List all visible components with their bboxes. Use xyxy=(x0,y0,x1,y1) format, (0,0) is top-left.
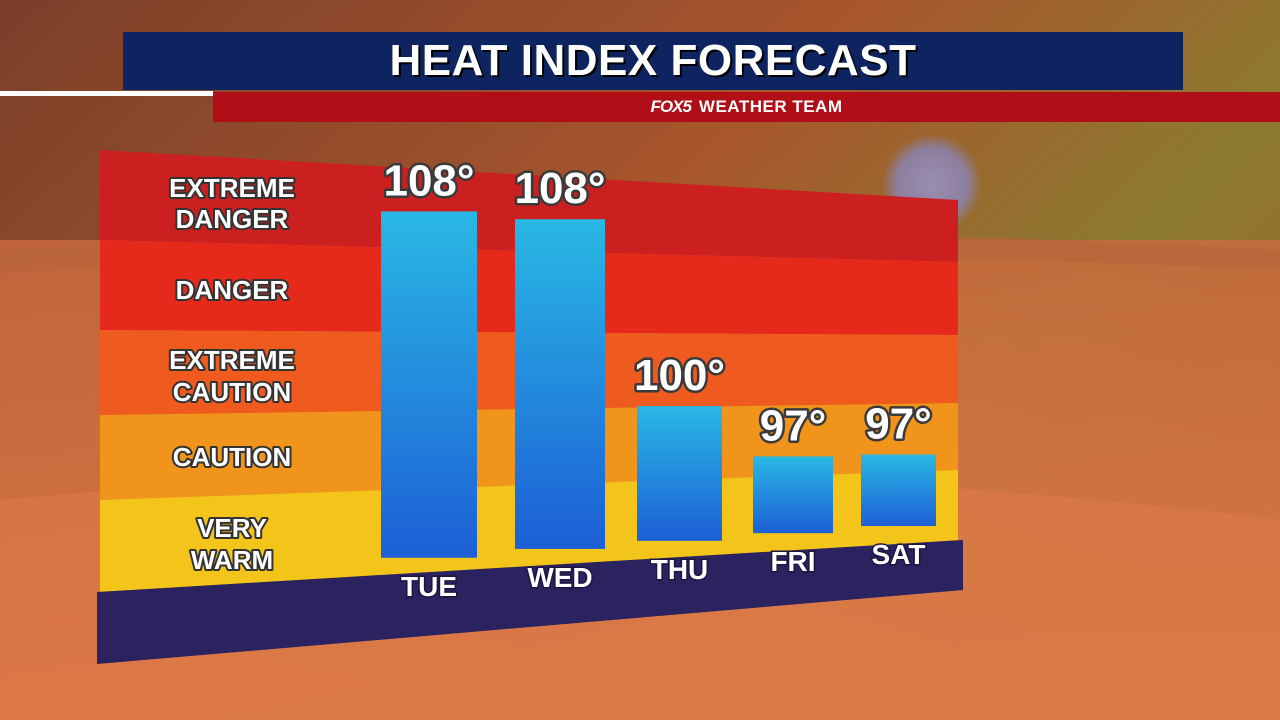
category-label-tue: TUE xyxy=(401,571,457,602)
risk-zone-labels: EXTREMEDANGERDANGEREXTREMECAUTIONCAUTION… xyxy=(167,171,297,577)
category-label-fri: FRI xyxy=(770,546,815,577)
bar-sat xyxy=(861,454,936,527)
category-label-wed: WED xyxy=(527,562,592,593)
zone-label-3-0: CAUTION xyxy=(173,442,291,472)
zone-label-4-0: VERY xyxy=(197,513,267,543)
fox5-logo: FOX5 xyxy=(650,97,692,116)
bar-wed xyxy=(515,219,605,549)
title-banner: HEAT INDEX FORECAST xyxy=(123,32,1183,90)
value-label-thu: 100° xyxy=(634,351,725,400)
value-label-tue: 108° xyxy=(383,156,474,205)
bar-thu xyxy=(637,406,722,541)
value-label-sat: 97° xyxy=(865,400,932,449)
zone-label-2-1: CAUTION xyxy=(173,377,291,407)
value-label-fri: 97° xyxy=(760,401,827,450)
bar-fri xyxy=(753,456,833,534)
zone-label-0-1: DANGER xyxy=(176,204,289,234)
bar-tue xyxy=(381,211,477,558)
zone-label-2-0: EXTREME xyxy=(169,345,295,375)
subtitle-banner: FOX5 WEATHER TEAM xyxy=(213,92,1280,122)
category-label-thu: THU xyxy=(651,554,709,585)
zone-label-4-1: WARM xyxy=(191,545,273,575)
chart-base xyxy=(97,540,963,664)
zone-band-0 xyxy=(100,150,958,262)
zone-label-0-0: EXTREME xyxy=(169,173,295,203)
page-title: HEAT INDEX FORECAST xyxy=(389,36,917,85)
category-labels: TUE WED THU FRI SAT xyxy=(400,538,927,604)
subtitle-text: WEATHER TEAM xyxy=(698,97,843,116)
category-label-sat: SAT xyxy=(872,539,926,570)
accent-line xyxy=(0,91,213,96)
value-labels: 108° 108° 100° 97° 97° xyxy=(381,154,934,453)
value-label-wed: 108° xyxy=(514,164,605,213)
bars xyxy=(381,211,936,558)
zone-label-1-0: DANGER xyxy=(176,275,289,305)
